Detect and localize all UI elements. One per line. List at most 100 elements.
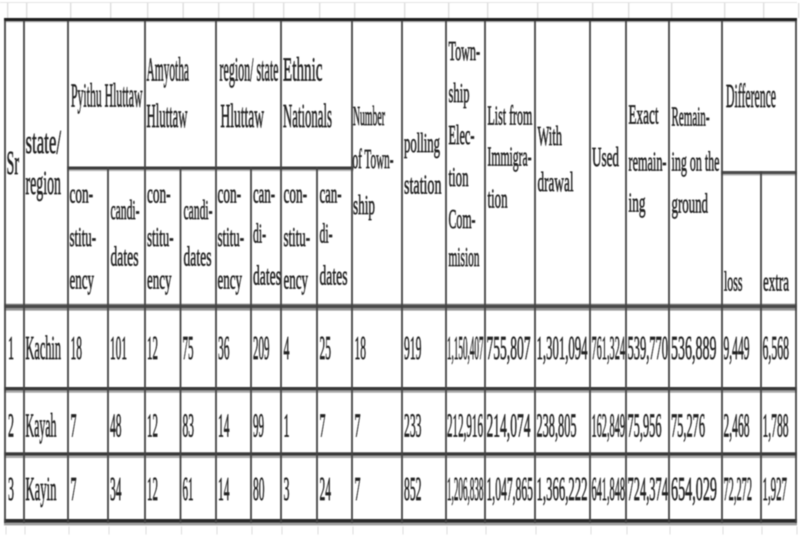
svg-text:Ethnic: Ethnic [283,52,323,89]
svg-text:ground: ground [672,188,709,219]
svg-text:candi-: candi- [111,194,140,225]
svg-text:755,807: 755,807 [487,330,531,367]
svg-text:75,956: 75,956 [628,408,662,445]
svg-text:Difference: Difference [726,78,776,115]
svg-text:3: 3 [284,471,290,508]
svg-text:con-: con- [147,178,171,209]
svg-text:14: 14 [218,408,230,445]
svg-text:1: 1 [284,408,290,445]
svg-text:80: 80 [253,471,265,508]
svg-text:724,374: 724,374 [628,471,669,508]
svg-text:tion: tion [488,183,508,214]
svg-text:region: region [26,165,62,202]
svg-text:1,047,865: 1,047,865 [487,471,534,508]
svg-text:Kachin: Kachin [26,330,62,367]
svg-text:7: 7 [71,408,77,445]
svg-text:ship: ship [449,77,470,108]
svg-text:1,788: 1,788 [763,408,789,445]
svg-text:7: 7 [71,471,77,508]
svg-text:di-: di- [320,218,333,249]
svg-text:Elec-: Elec- [449,119,475,150]
svg-text:polling: polling [404,127,440,158]
svg-text:539,770: 539,770 [628,330,669,367]
svg-text:Nationals: Nationals [283,98,332,135]
svg-text:Amyotha: Amyotha [147,52,190,89]
svg-text:stitu-: stitu- [284,221,311,252]
svg-text:stitu-: stitu- [218,221,245,252]
svg-text:ency: ency [284,264,309,295]
svg-text:Remain-: Remain- [672,101,710,132]
svg-text:212,916: 212,916 [447,408,483,445]
svg-text:75: 75 [183,330,194,367]
svg-text:loss: loss [724,266,743,297]
svg-text:Kayah: Kayah [26,408,57,445]
svg-text:stitu-: stitu- [147,221,174,252]
svg-text:ing: ing [629,187,646,218]
svg-text:75,276: 75,276 [671,408,705,445]
svg-text:6,568: 6,568 [763,330,790,367]
svg-text:stitu-: stitu- [70,221,97,252]
svg-text:extra: extra [763,266,789,297]
svg-text:Com-: Com- [449,203,476,234]
svg-text:drawal: drawal [538,166,574,197]
svg-text:state/: state/ [26,124,62,161]
svg-text:List from: List from [488,100,533,131]
svg-text:24: 24 [320,471,332,508]
svg-text:1,150,407: 1,150,407 [447,330,484,367]
svg-text:209: 209 [253,330,270,367]
svg-text:919: 919 [404,330,422,367]
svg-text:Hluttaw: Hluttaw [147,98,188,135]
svg-text:654,029: 654,029 [671,471,717,508]
svg-text:With: With [538,120,563,151]
svg-text:Immigra-: Immigra- [488,141,532,172]
svg-text:Used: Used [592,141,619,172]
svg-text:Exact: Exact [629,99,659,130]
svg-text:station: station [404,169,442,200]
svg-text:83: 83 [183,408,195,445]
svg-text:can-: can- [253,178,275,209]
svg-text:4: 4 [284,330,290,367]
svg-text:dates: dates [111,241,139,272]
svg-text:48: 48 [110,408,122,445]
svg-text:2: 2 [8,408,14,445]
svg-text:mision: mision [449,241,480,272]
svg-text:dates: dates [253,260,281,291]
svg-text:12: 12 [147,408,158,445]
svg-text:214,074: 214,074 [487,408,531,445]
svg-text:3: 3 [8,471,14,508]
svg-text:36: 36 [218,330,230,367]
svg-text:ency: ency [147,264,172,295]
svg-text:1: 1 [8,330,14,367]
svg-text:can-: can- [320,178,342,209]
svg-text:con-: con- [70,178,94,209]
svg-text:remain-: remain- [629,146,667,177]
svg-text:dates: dates [184,241,212,272]
svg-text:7: 7 [355,408,361,445]
svg-text:101: 101 [110,330,127,367]
svg-text:25: 25 [320,330,332,367]
svg-text:ency: ency [218,264,243,295]
svg-text:Pyithu Hluttaw: Pyithu Hluttaw [71,78,143,115]
svg-text:34: 34 [110,471,122,508]
svg-text:con-: con- [284,178,308,209]
svg-text:ship: ship [353,189,375,220]
svg-text:ency: ency [70,264,95,295]
svg-text:9,449: 9,449 [724,330,750,367]
svg-text:852: 852 [404,471,422,508]
svg-text:761,324: 761,324 [592,330,626,367]
svg-text:72,272: 72,272 [724,471,753,508]
svg-text:Kayin: Kayin [26,471,57,508]
svg-text:12: 12 [147,471,158,508]
svg-text:1,301,094: 1,301,094 [537,330,588,367]
svg-text:Hluttaw: Hluttaw [221,98,265,135]
svg-text:162,849: 162,849 [592,408,626,445]
svg-text:7: 7 [355,471,361,508]
svg-text:2,468: 2,468 [724,408,750,445]
svg-text:12: 12 [147,330,158,367]
svg-text:of Town-: of Town- [353,143,394,174]
svg-text:candi-: candi- [184,194,213,225]
svg-text:14: 14 [218,471,230,508]
svg-text:dates: dates [320,260,348,291]
svg-text:99: 99 [253,408,264,445]
svg-text:1,927: 1,927 [763,471,788,508]
